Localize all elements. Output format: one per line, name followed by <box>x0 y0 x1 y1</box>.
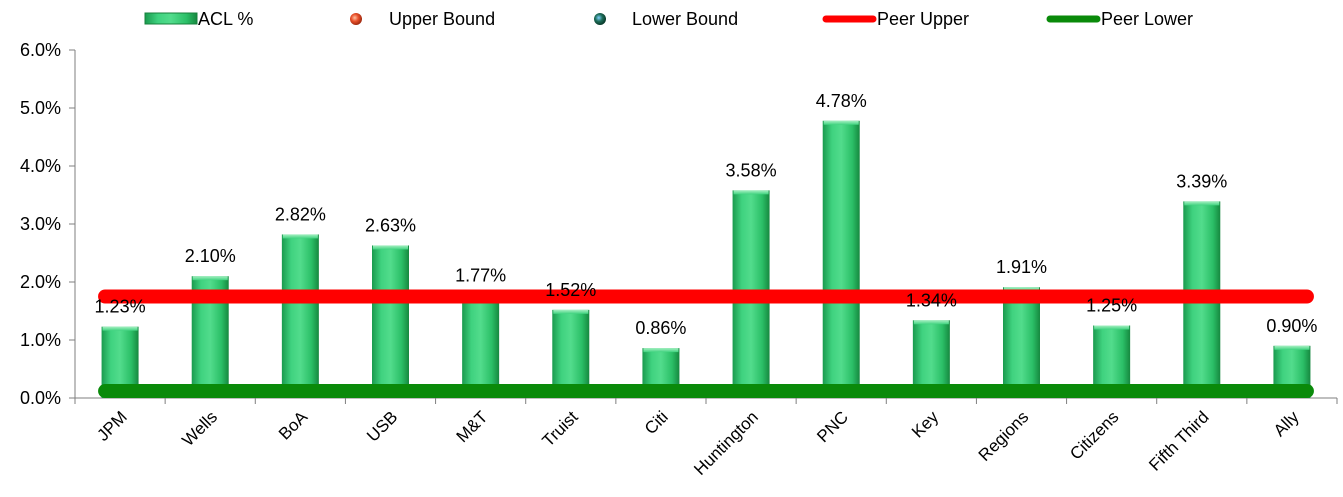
x-tick-label: Truist <box>539 407 582 450</box>
y-tick-label: 5.0% <box>20 98 61 118</box>
x-tick-label: Huntington <box>690 407 762 479</box>
bar-cap <box>282 234 318 239</box>
data-label: 3.39% <box>1176 171 1227 191</box>
bar <box>281 234 319 398</box>
data-label: 3.58% <box>726 160 777 180</box>
x-tick-label: M&T <box>453 407 492 446</box>
data-label: 0.90% <box>1266 316 1317 336</box>
data-labels: 1.23% 2.10% 2.82% 2.63% 1.77% 1.52% 0.86% 3.58%… <box>95 91 1318 338</box>
legend-swatch-upper-bound <box>350 13 362 25</box>
x-tick-label: Ally <box>1270 407 1303 440</box>
x-tick-label: PNC <box>813 407 852 446</box>
x-tick-label: JPM <box>93 407 130 444</box>
x-tick-label: Wells <box>178 407 221 450</box>
data-label: 0.86% <box>635 318 686 338</box>
legend: ACL % Upper Bound Lower Bound Peer Upper Pee… <box>144 9 1193 29</box>
y-tick-label: 2.0% <box>20 272 61 292</box>
bar <box>552 309 590 398</box>
x-tick-label: Key <box>908 407 943 442</box>
y-tick-label: 3.0% <box>20 214 61 234</box>
bar-cap <box>373 245 408 250</box>
data-label: 2.10% <box>185 246 236 266</box>
legend-label-acl: ACL % <box>198 9 253 29</box>
y-tick-label: 4.0% <box>20 156 61 176</box>
bar-cap <box>913 320 949 325</box>
bar-cap <box>192 276 228 281</box>
bar <box>1003 287 1040 398</box>
bar-cap <box>102 326 138 331</box>
data-label: 1.52% <box>545 280 596 300</box>
peer-lines <box>98 289 1314 399</box>
y-tick-label: 0.0% <box>20 388 61 408</box>
legend-swatch-lower-bound <box>594 13 606 25</box>
data-label: 1.23% <box>95 297 146 317</box>
x-tick-label: Citi <box>641 407 672 438</box>
data-label: 1.91% <box>996 257 1047 277</box>
bar-cap <box>1184 201 1220 206</box>
legend-label-peer-lower: Peer Lower <box>1101 9 1193 29</box>
data-label: 1.25% <box>1086 296 1137 316</box>
bar-cap <box>1094 325 1130 330</box>
x-tick-label: Citizens <box>1066 407 1122 463</box>
data-label: 4.78% <box>816 91 867 111</box>
y-tick-label: 6.0% <box>20 40 61 60</box>
x-tick-label: USB <box>363 407 401 445</box>
bar <box>372 245 409 398</box>
y-tick-label: 1.0% <box>20 330 61 350</box>
data-label: 2.63% <box>365 215 416 235</box>
legend-swatch-acl <box>144 12 198 25</box>
bar-cap <box>1274 345 1310 350</box>
legend-label-upper-bound: Upper Bound <box>389 9 495 29</box>
bar-cap <box>1004 287 1039 292</box>
bar-cap <box>643 348 679 353</box>
bar-cap <box>823 120 859 125</box>
data-label: 1.34% <box>906 290 957 310</box>
bar-cap <box>553 309 589 314</box>
legend-label-peer-upper: Peer Upper <box>877 9 969 29</box>
bars <box>101 120 1311 398</box>
bar-cap <box>733 190 769 195</box>
x-tick-label: Fifth Third <box>1145 407 1212 474</box>
data-label: 1.77% <box>455 265 506 285</box>
x-tick-label: Regions <box>975 407 1033 465</box>
x-tick-label: BoA <box>275 407 312 444</box>
data-label: 2.82% <box>275 204 326 224</box>
legend-label-lower-bound: Lower Bound <box>632 9 738 29</box>
bar <box>822 120 860 398</box>
bar <box>462 295 500 398</box>
